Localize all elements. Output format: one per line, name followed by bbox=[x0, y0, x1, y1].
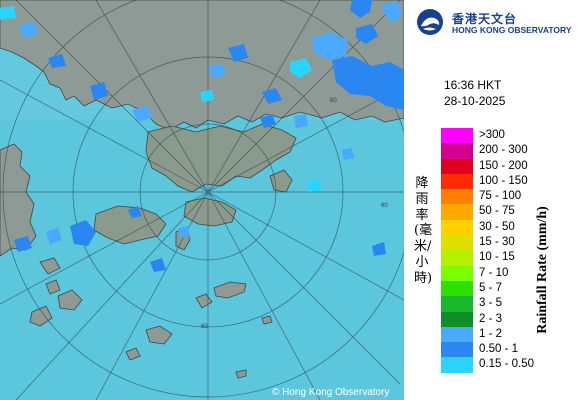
legend-label: 15 - 30 bbox=[479, 236, 515, 249]
radar-map-canvas: 60 60 60 bbox=[0, 0, 404, 400]
western-island-2 bbox=[45, 279, 61, 295]
legend-label: 2 - 3 bbox=[479, 312, 503, 325]
southern-island-4 bbox=[125, 347, 141, 361]
legend-label: 0.15 - 0.50 bbox=[479, 358, 534, 371]
legend-swatch bbox=[441, 128, 473, 144]
legend-swatch bbox=[441, 326, 473, 343]
legend-label: 100 - 150 bbox=[479, 174, 528, 187]
range-label-south: 60 bbox=[201, 324, 208, 330]
legend-label: 150 - 200 bbox=[479, 159, 528, 172]
radar-map: 60 60 60 bbox=[0, 0, 404, 400]
org-name-cn: 香港天文台 bbox=[452, 12, 518, 26]
legend-swatch bbox=[441, 173, 473, 190]
legend-label: 0.50 - 1 bbox=[479, 343, 518, 356]
western-island-1 bbox=[39, 257, 61, 275]
legend-label: 7 - 10 bbox=[479, 266, 509, 279]
hong-kong-island bbox=[183, 197, 237, 227]
legend-title-cn: 降雨率(毫米/小時) bbox=[414, 176, 433, 286]
legend-swatch bbox=[441, 296, 473, 312]
legend-swatch bbox=[441, 235, 473, 251]
southern-island-1 bbox=[213, 281, 247, 299]
legend-swatch bbox=[441, 158, 473, 174]
lantau-island bbox=[93, 205, 167, 245]
copyright-text: © Hong Kong Observatory bbox=[272, 387, 389, 398]
legend-label: 3 - 5 bbox=[479, 297, 503, 310]
new-territories bbox=[145, 123, 297, 193]
org-name-en: HONG KONG OBSERVATORY bbox=[452, 25, 572, 35]
legend-swatch bbox=[441, 189, 473, 205]
legend-label: 30 - 50 bbox=[479, 220, 515, 233]
range-label-northeast: 60 bbox=[330, 98, 337, 104]
legend-label: 10 - 15 bbox=[479, 251, 515, 264]
southern-island-3 bbox=[145, 325, 173, 345]
legend-swatch bbox=[441, 342, 473, 358]
legend-swatch bbox=[441, 357, 473, 373]
observation-date: 28-10-2025 bbox=[444, 94, 506, 108]
legend-label: 5 - 7 bbox=[479, 281, 503, 294]
legend-title-en: Rainfall Rate (mm/h) bbox=[535, 206, 550, 334]
west-peninsula bbox=[0, 143, 37, 257]
range-label-east: 60 bbox=[381, 203, 388, 209]
southern-island-5 bbox=[57, 289, 83, 311]
info-panel: 香港天文台 HONG KONG OBSERVATORY 16:36 HKT 28… bbox=[404, 0, 577, 400]
legend-swatch bbox=[441, 219, 473, 236]
legend-swatch bbox=[441, 280, 473, 297]
legend-swatch bbox=[441, 265, 473, 281]
range-rings bbox=[0, 0, 404, 400]
rain-echoes bbox=[0, 0, 404, 272]
hko-emblem-icon bbox=[417, 9, 443, 35]
legend-label: 200 - 300 bbox=[479, 144, 528, 157]
legend-label: 1 - 2 bbox=[479, 327, 503, 340]
legend-title-en-wrap: Rainfall Rate (mm/h) bbox=[533, 176, 553, 364]
legend-swatch bbox=[441, 143, 473, 159]
legend-label: 75 - 100 bbox=[479, 190, 522, 203]
small-islet bbox=[261, 315, 273, 325]
legend-swatch bbox=[441, 311, 473, 327]
south-rock bbox=[235, 369, 247, 379]
legend-label: 50 - 75 bbox=[479, 205, 515, 218]
observation-time: 16:36 HKT bbox=[444, 78, 502, 92]
legend-label: >300 bbox=[479, 129, 505, 141]
southern-island-6 bbox=[29, 305, 53, 327]
hko-logo[interactable]: 香港天文台 HONG KONG OBSERVATORY bbox=[416, 8, 576, 36]
legend-swatch bbox=[441, 250, 473, 266]
legend-swatch bbox=[441, 204, 473, 220]
